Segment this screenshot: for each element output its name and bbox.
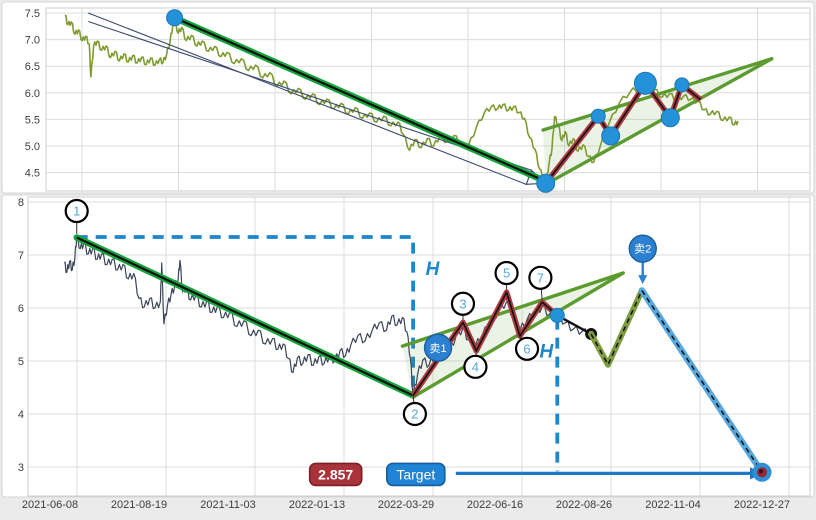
badge-box[interactable] bbox=[308, 462, 363, 487]
sell2-label: 卖2 bbox=[634, 243, 651, 256]
top-wedge-upper-line[interactable] bbox=[541, 57, 774, 132]
x-date-label: 2021-11-03 bbox=[200, 499, 255, 511]
sell1-label: 卖1 bbox=[429, 342, 446, 355]
wave-circle-ring[interactable] bbox=[450, 291, 476, 316]
wave-circle-ring[interactable] bbox=[402, 401, 427, 427]
wave-circle-tick bbox=[412, 395, 415, 404]
bottom-downtrend-core bbox=[76, 236, 414, 397]
y-tick-label: 5.5 bbox=[25, 114, 40, 126]
blue-dot-marker[interactable] bbox=[601, 126, 621, 146]
wave-circle-number: 7 bbox=[537, 270, 544, 285]
target-point-center bbox=[759, 469, 763, 474]
top-downtrend-core bbox=[174, 16, 545, 182]
sell1-circle[interactable] bbox=[423, 333, 453, 362]
blue-dot-marker[interactable] bbox=[674, 77, 690, 93]
wave-circle-1[interactable]: 1 bbox=[64, 198, 89, 224]
wave-circle-5[interactable]: 5 bbox=[494, 260, 519, 286]
bottom-zigzag-core bbox=[412, 291, 558, 396]
h-label-1: H bbox=[426, 259, 441, 280]
y-tick-label: 7.5 bbox=[25, 8, 40, 20]
wave-circle-ring[interactable] bbox=[528, 265, 553, 290]
x-date-label: 2021-06-08 bbox=[22, 499, 78, 511]
wave-circle-tick bbox=[540, 288, 543, 301]
y-tick-label: 5.0 bbox=[25, 141, 40, 153]
x-date-label: 2022-11-04 bbox=[645, 499, 700, 511]
x-date-label: 2022-08-26 bbox=[556, 499, 612, 511]
x-date-label: 2022-01-13 bbox=[289, 499, 345, 511]
top-price-line bbox=[64, 14, 739, 186]
channel-arrow-upper-line[interactable] bbox=[88, 12, 527, 185]
badge-box[interactable] bbox=[385, 462, 446, 487]
blue-dot-marker[interactable] bbox=[660, 108, 680, 128]
x-date-label: 2022-03-29 bbox=[378, 499, 434, 511]
wave-circle-number: 3 bbox=[459, 296, 466, 311]
breakout-dot[interactable] bbox=[549, 307, 565, 323]
x-date-label: 2022-06-16 bbox=[467, 499, 523, 511]
projection-blue-core bbox=[641, 290, 763, 473]
x-date-label: 2021-08-19 bbox=[111, 499, 167, 511]
bottom-plot-border bbox=[27, 196, 811, 497]
x-date-label: 2022-12-27 bbox=[734, 499, 790, 511]
y-tick-label: 8 bbox=[18, 197, 24, 209]
y-tick-label: 7.0 bbox=[25, 35, 40, 47]
y-tick-label: 6.0 bbox=[25, 88, 40, 100]
target-point[interactable] bbox=[752, 462, 772, 482]
wave-circle-number: 2 bbox=[411, 407, 418, 422]
wave-circle-4[interactable]: 4 bbox=[463, 354, 488, 379]
wave-circle-ring[interactable] bbox=[514, 336, 540, 361]
sell2-pointer-arrowhead bbox=[638, 275, 648, 285]
y-tick-label: 6 bbox=[18, 303, 24, 315]
wave-circle-number: 1 bbox=[73, 204, 80, 219]
wave-circle-number: 5 bbox=[503, 266, 510, 281]
blue-dot-marker[interactable] bbox=[633, 71, 657, 95]
wave-circle-number: 4 bbox=[472, 359, 479, 374]
wave-circle-ring[interactable] bbox=[463, 354, 488, 379]
blue-dot-marker[interactable] bbox=[166, 9, 184, 27]
projection-green-core bbox=[590, 290, 643, 367]
wave-circle-2[interactable]: 2 bbox=[402, 401, 427, 427]
top-wedge-lower-line[interactable] bbox=[544, 57, 774, 187]
wave-circle-6[interactable]: 6 bbox=[514, 336, 540, 361]
sell2-marker[interactable]: 卖2 bbox=[628, 234, 657, 263]
y-tick-label: 4 bbox=[18, 409, 24, 421]
wave-circle-ring[interactable] bbox=[494, 260, 519, 286]
y-tick-label: 3 bbox=[18, 462, 24, 474]
blue-dot-marker[interactable] bbox=[590, 108, 606, 124]
badge-text: 2.857 bbox=[318, 466, 353, 482]
wave-circle-7[interactable]: 7 bbox=[528, 265, 553, 290]
price-badge[interactable]: 2.857 bbox=[308, 462, 363, 487]
wave-circle-ring[interactable] bbox=[64, 198, 89, 224]
y-tick-label: 4.5 bbox=[25, 168, 40, 180]
sell1-marker[interactable]: 卖1 bbox=[423, 333, 453, 362]
top-plot-border bbox=[45, 7, 811, 192]
target-badge[interactable]: Target bbox=[385, 462, 446, 487]
y-tick-label: 5 bbox=[18, 356, 24, 368]
y-tick-label: 7 bbox=[18, 250, 24, 262]
y-tick-label: 6.5 bbox=[25, 61, 40, 73]
sell2-circle[interactable] bbox=[628, 234, 657, 263]
h-label-2: H bbox=[540, 341, 555, 362]
wave-circle-number: 6 bbox=[523, 341, 530, 356]
badge-text: Target bbox=[396, 466, 435, 482]
wave-circle-3[interactable]: 3 bbox=[450, 291, 476, 316]
blue-dot-marker[interactable] bbox=[536, 173, 556, 193]
